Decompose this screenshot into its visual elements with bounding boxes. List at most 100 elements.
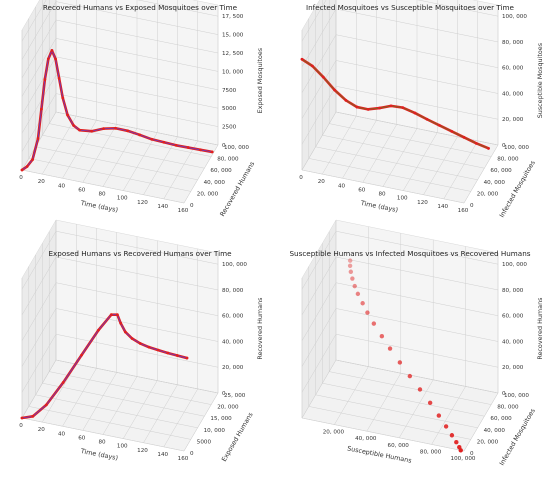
y-tick-label: 60, 000	[210, 168, 232, 174]
data-point	[138, 133, 141, 137]
data-point	[348, 269, 354, 274]
z-tick-label: 12, 500	[222, 51, 244, 57]
x-gridline	[102, 128, 138, 187]
z-gridline	[335, 333, 499, 368]
data-point	[487, 146, 490, 150]
z-gridline	[21, 282, 57, 341]
x-gridline	[183, 392, 219, 452]
z-gridline	[301, 0, 327, 42]
z-tick-label: 20, 000	[222, 365, 244, 371]
z-gridline	[21, 0, 47, 42]
data-point	[344, 98, 348, 102]
data-point	[371, 321, 377, 326]
z-gridline	[21, 56, 57, 115]
x-tick-label: 80	[98, 440, 106, 446]
z-gridline	[301, 359, 337, 419]
x-tick-label: 100	[117, 444, 128, 450]
z-tick-label: 2500	[222, 125, 237, 131]
z-tick-label: 40, 000	[222, 339, 244, 345]
x-gridline	[362, 124, 397, 183]
y-gridline	[21, 417, 185, 452]
data-point	[114, 126, 117, 130]
x-gridline	[431, 386, 466, 445]
z-tick-label: 0	[502, 143, 506, 149]
z-gridline	[335, 60, 499, 94]
y-gridline	[42, 382, 205, 417]
data-point	[40, 107, 43, 111]
z-gridline	[21, 19, 57, 79]
y-tick-label: 20, 000	[197, 191, 219, 197]
z-gridline	[335, 256, 499, 291]
data-point	[366, 107, 370, 111]
data-point	[186, 146, 190, 149]
data-point	[365, 310, 370, 315]
data-point	[355, 105, 359, 109]
z-gridline	[55, 230, 219, 265]
z-gridline	[21, 75, 57, 134]
data-point	[397, 360, 403, 365]
data-point	[78, 128, 81, 132]
data-point	[156, 348, 160, 352]
z-gridline	[55, 1, 219, 35]
z-tick-label: 60, 000	[502, 314, 524, 320]
data-point	[379, 334, 385, 339]
data-point	[427, 400, 433, 406]
chart-2-title: Infected Mosquitoes vs Susceptible Mosqu…	[306, 3, 515, 12]
z-gridline	[417, 0, 499, 17]
x-axis-label: Time (days)	[359, 199, 399, 214]
x-tick-label: 120	[137, 448, 148, 454]
z-gridline	[55, 74, 219, 109]
x-gridline	[334, 366, 369, 425]
x-tick-label: 160	[178, 456, 189, 462]
y-tick-label: 0	[470, 203, 474, 209]
x-gridline	[322, 115, 357, 175]
z-tick-label: 15, 000	[222, 33, 244, 39]
data-point	[474, 141, 478, 145]
x-tick-label: 60	[358, 187, 366, 193]
data-point	[66, 113, 69, 117]
y-tick-label: 15, 000	[210, 416, 232, 422]
y-tick-label: 20, 000	[477, 439, 499, 445]
z-tick-label: 0	[222, 391, 226, 397]
data-point	[150, 137, 154, 141]
y-tick-label: 80, 000	[217, 157, 239, 163]
data-point	[25, 164, 29, 168]
data-point	[450, 129, 454, 133]
y-gridline	[42, 134, 205, 169]
y-tick-label: 80, 000	[497, 405, 519, 411]
y-gridline	[301, 169, 465, 204]
data-point	[175, 354, 179, 357]
x-tick-label: 80	[378, 192, 386, 198]
z-tick-label: 17, 500	[222, 14, 244, 20]
data-point	[54, 57, 57, 61]
x-tick-label: 100	[397, 196, 408, 202]
z-gridline	[21, 334, 57, 393]
z-gridline	[301, 282, 337, 341]
data-point	[115, 313, 119, 317]
x-gridline	[143, 136, 178, 195]
data-point	[321, 75, 325, 79]
z-gridline	[137, 0, 219, 17]
x-gridline	[123, 380, 158, 439]
x-tick-label: 160	[178, 208, 189, 214]
data-point	[360, 301, 365, 306]
z-axis-label: Exposed Mosquitoes	[256, 47, 264, 113]
x-axis-label: Time (days)	[79, 447, 119, 462]
data-point	[457, 445, 462, 450]
z-tick-label: 7500	[222, 88, 237, 94]
z-gridline	[301, 231, 337, 290]
data-point	[300, 57, 304, 61]
x-gridline	[163, 140, 198, 200]
x-gridline	[443, 140, 478, 200]
z-gridline	[55, 19, 219, 54]
y-gridline	[308, 158, 471, 192]
z-axis-label: Susceptible Mosquitoes	[536, 42, 544, 118]
z-gridline	[301, 334, 337, 393]
x-tick-label: 20	[318, 179, 326, 185]
z-axis-label: Recovered Humans	[256, 297, 264, 360]
z-gridline	[21, 256, 57, 316]
data-point	[401, 106, 405, 110]
chart-3-title: Exposed Humans vs Recovered Humans over …	[48, 249, 232, 258]
z-gridline	[55, 256, 219, 291]
